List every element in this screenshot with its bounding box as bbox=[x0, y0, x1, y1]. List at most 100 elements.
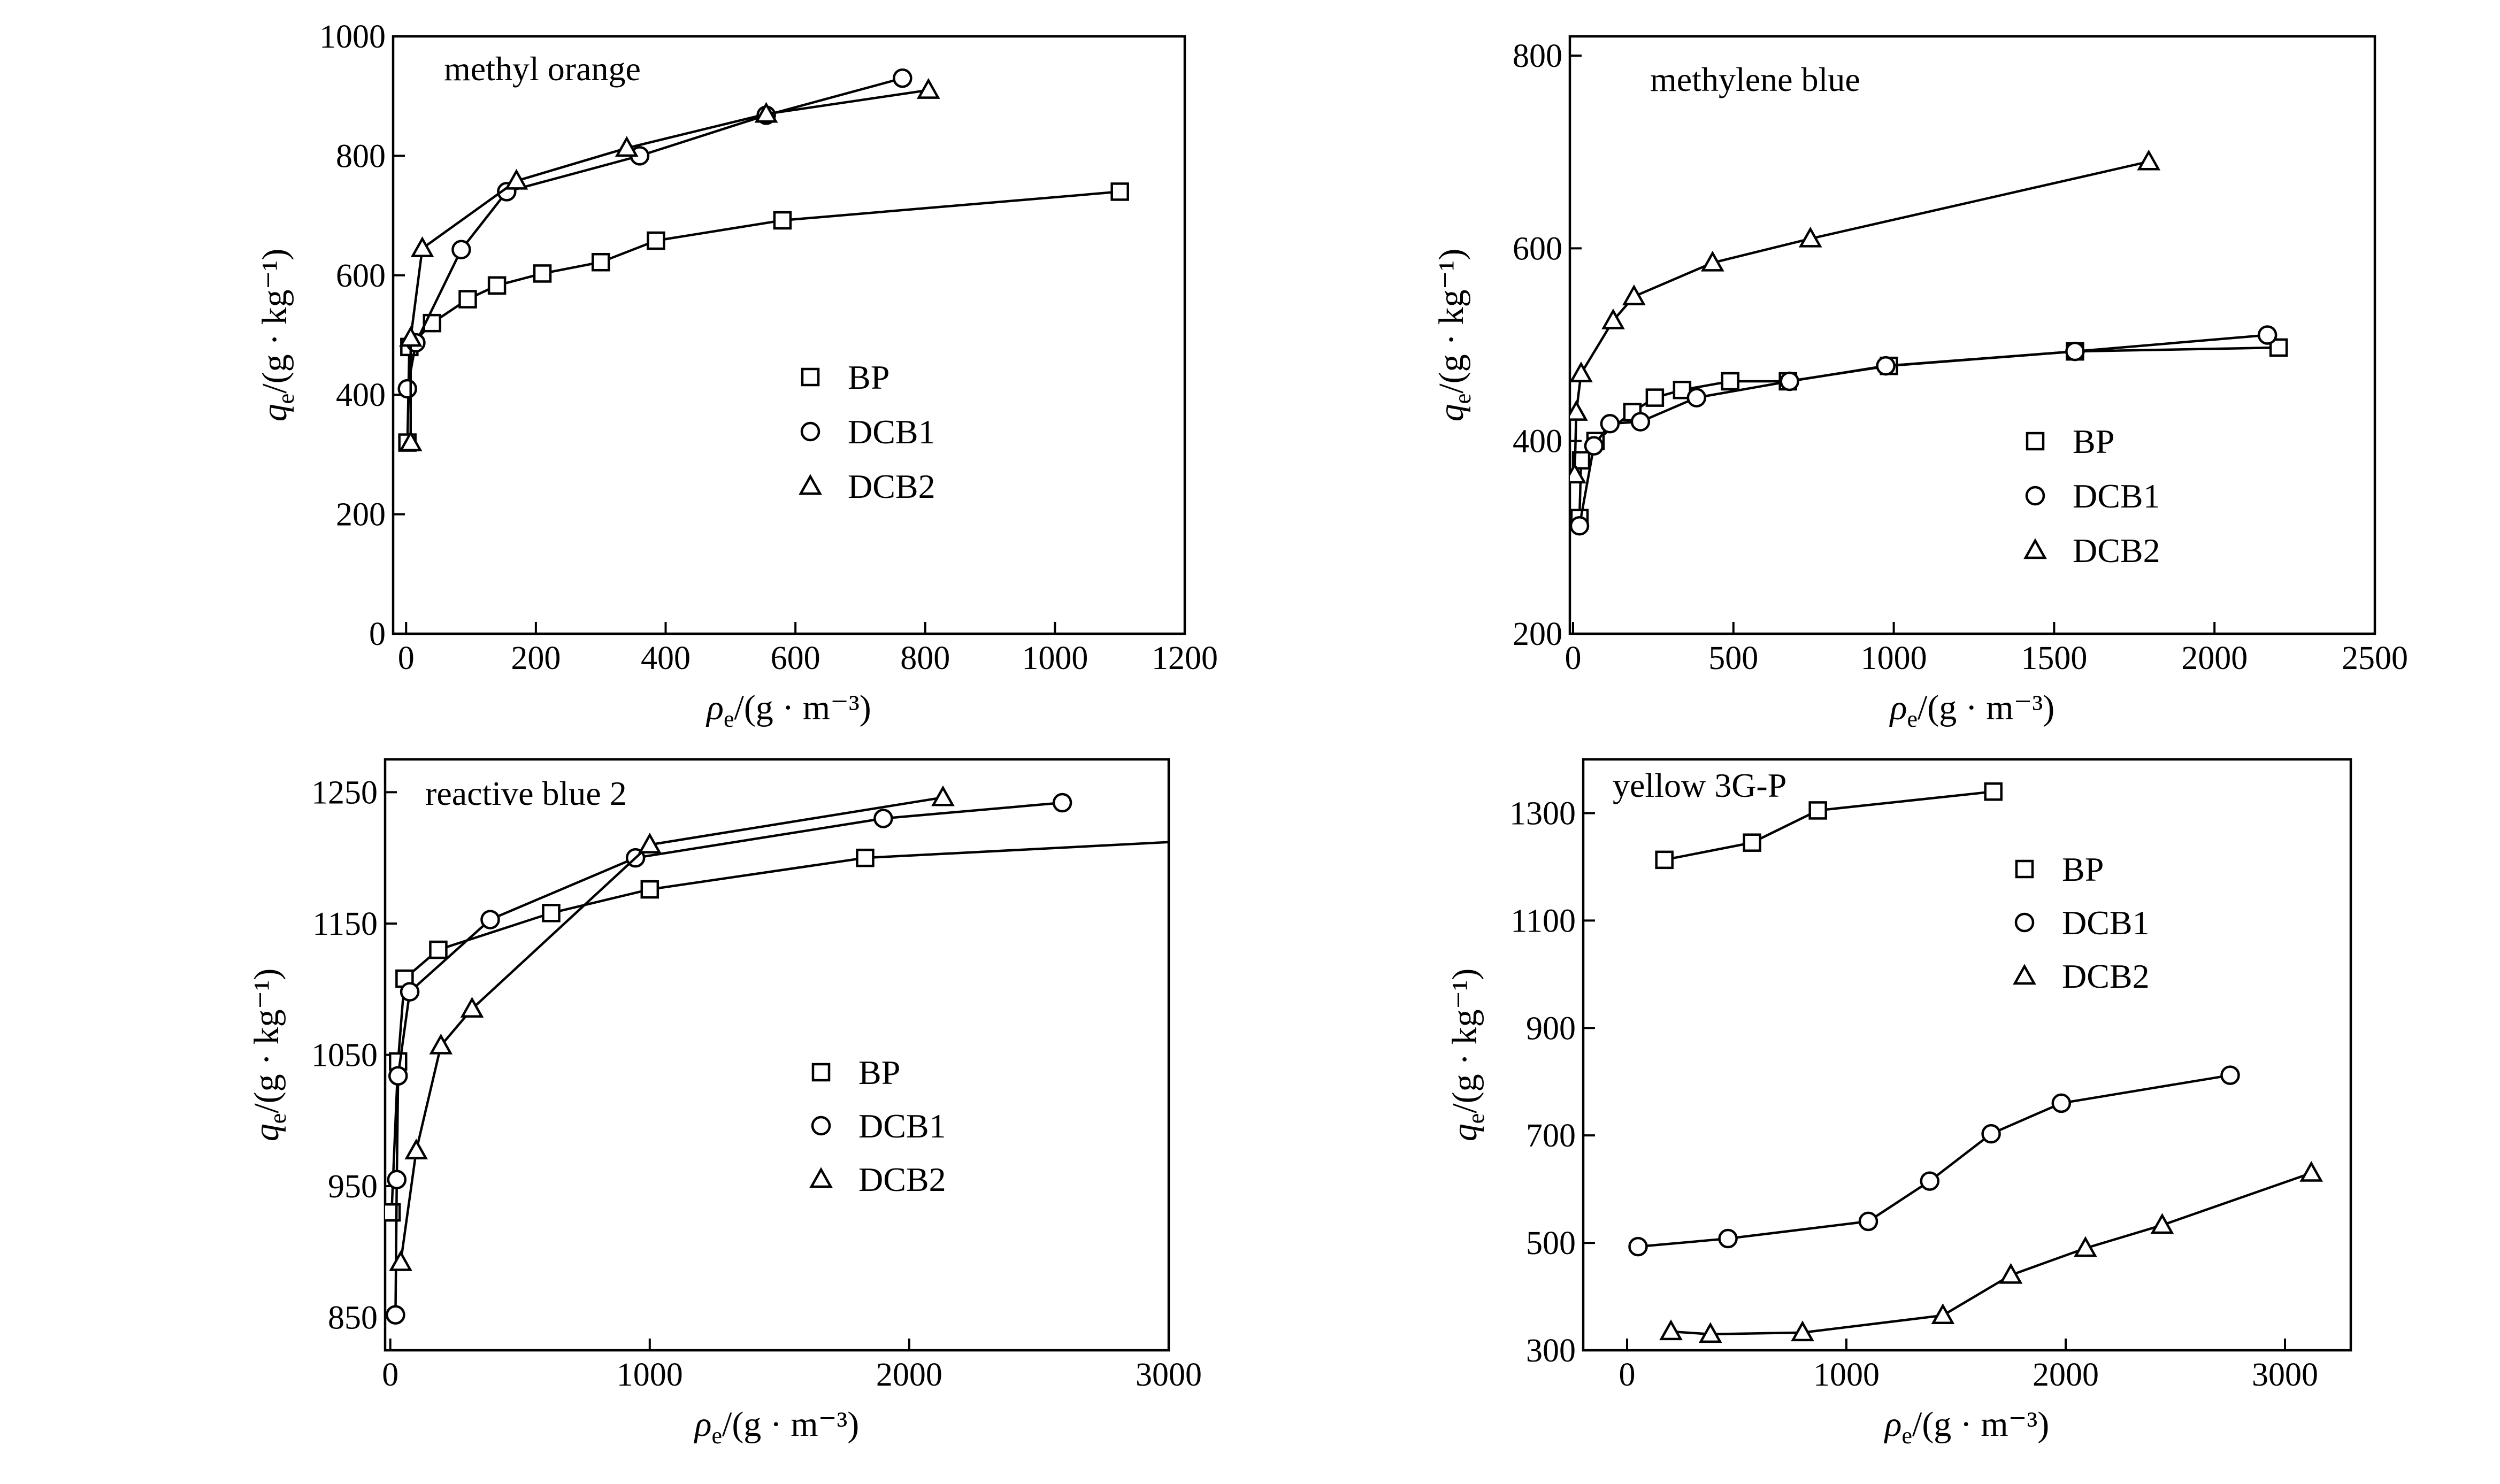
series-line bbox=[1638, 1074, 2230, 1248]
data-point bbox=[754, 102, 778, 123]
data-point bbox=[1743, 833, 1761, 852]
legend-item-dcb1: DCB1 bbox=[2014, 904, 2150, 942]
data-point bbox=[2257, 325, 2277, 345]
legend-marker bbox=[2013, 964, 2036, 985]
legend-label: DCB2 bbox=[2073, 532, 2160, 570]
plot-frame bbox=[1582, 758, 2352, 1352]
data-point bbox=[458, 290, 477, 309]
series-bp bbox=[1570, 338, 2288, 528]
x-tick-label: 0 bbox=[1619, 1357, 1636, 1393]
plot-frame bbox=[392, 35, 1186, 635]
x-tick-label: 800 bbox=[900, 640, 950, 676]
data-point bbox=[423, 313, 442, 333]
legend-item-bp: BP bbox=[2015, 850, 2104, 888]
y-tick-label: 500 bbox=[1526, 1225, 1576, 1262]
y-axis-label: qe/(g · kg⁻¹) bbox=[255, 249, 299, 421]
data-point bbox=[773, 211, 792, 230]
series-bp bbox=[1655, 782, 2003, 870]
data-point bbox=[647, 231, 665, 250]
y-axis-label: qe/(g · kg⁻¹) bbox=[247, 968, 291, 1141]
data-point bbox=[1931, 1303, 1955, 1324]
y-axis-label: qe/(g · kg⁻¹) bbox=[1445, 968, 1489, 1141]
series-dcb2 bbox=[1570, 149, 2161, 484]
data-point bbox=[916, 78, 940, 99]
data-point bbox=[460, 996, 484, 1018]
chart-title: reactive blue 2 bbox=[425, 774, 627, 812]
series-line bbox=[1573, 160, 2149, 475]
data-point bbox=[1686, 388, 1707, 407]
legend-label: DCB2 bbox=[848, 467, 935, 505]
legend-label: DCB1 bbox=[2062, 904, 2150, 942]
data-point bbox=[591, 252, 610, 272]
legend-marker bbox=[799, 474, 822, 495]
legend-label: DCB1 bbox=[2073, 477, 2160, 515]
y-tick-label: 700 bbox=[1526, 1118, 1576, 1154]
legend-label: DCB2 bbox=[2062, 957, 2150, 995]
data-point bbox=[1718, 1228, 1738, 1249]
data-point bbox=[387, 1170, 407, 1190]
data-point bbox=[429, 940, 448, 959]
legend-label: DCB2 bbox=[858, 1160, 946, 1198]
data-point bbox=[1622, 284, 1646, 305]
x-tick-label: 500 bbox=[1708, 640, 1758, 676]
legend-item-dcb1: DCB1 bbox=[2025, 477, 2160, 515]
x-axis-label: ρe/(g · m⁻³) bbox=[705, 688, 871, 732]
legend-marker bbox=[2023, 538, 2047, 559]
y-tick-label: 900 bbox=[1526, 1010, 1576, 1047]
series-dcb2 bbox=[389, 785, 955, 1271]
legend-item-dcb1: DCB1 bbox=[800, 413, 935, 451]
y-tick-label: 300 bbox=[1526, 1333, 1576, 1369]
y-tick-label: 1250 bbox=[311, 774, 378, 811]
series-line bbox=[394, 801, 1063, 1315]
legend-marker bbox=[2026, 432, 2045, 451]
data-point bbox=[397, 379, 417, 399]
data-point bbox=[638, 833, 662, 854]
data-point bbox=[1110, 182, 1129, 201]
data-point bbox=[1601, 308, 1625, 329]
data-point bbox=[1570, 516, 1590, 536]
legend-marker bbox=[2025, 486, 2045, 506]
x-axis-label: ρe/(g · m⁻³) bbox=[1889, 688, 2054, 732]
series-bp bbox=[398, 182, 1129, 452]
x-tick-label: 1000 bbox=[1813, 1357, 1880, 1393]
legend-marker bbox=[2014, 912, 2035, 933]
data-point bbox=[893, 68, 912, 88]
data-point bbox=[856, 848, 875, 867]
data-point bbox=[1570, 400, 1588, 421]
data-point bbox=[400, 982, 420, 1002]
y-tick-label: 800 bbox=[336, 138, 386, 174]
plot-frame bbox=[1568, 35, 2376, 635]
series-line bbox=[1670, 1172, 2312, 1336]
legend-label: BP bbox=[848, 358, 889, 396]
data-point bbox=[1600, 413, 1620, 434]
data-point bbox=[429, 1033, 453, 1055]
legend-marker bbox=[811, 1063, 831, 1082]
data-point bbox=[542, 904, 561, 922]
legend-marker bbox=[809, 1167, 833, 1188]
x-tick-label: 0 bbox=[398, 640, 415, 676]
chart-title: methylene blue bbox=[1650, 60, 1860, 98]
data-point bbox=[2150, 1213, 2174, 1234]
legend-marker bbox=[800, 421, 820, 442]
data-point bbox=[1981, 1124, 2001, 1144]
series-line bbox=[390, 841, 1169, 1213]
data-point bbox=[1984, 782, 2003, 801]
data-point bbox=[1698, 1322, 1722, 1343]
legend-item-bp: BP bbox=[811, 1054, 900, 1091]
data-point bbox=[1630, 412, 1651, 432]
legend-label: DCB1 bbox=[848, 413, 935, 451]
y-tick-label: 800 bbox=[1513, 38, 1562, 74]
chart-methylene-blue: 0 500 1000 1500 2000 2500 200 400 600 800 ρe/(g · … bbox=[1432, 35, 2408, 732]
y-tick-label: 600 bbox=[336, 258, 386, 294]
series-line bbox=[1578, 346, 2279, 518]
legend-label: DCB1 bbox=[858, 1107, 946, 1145]
data-point bbox=[404, 1139, 428, 1160]
data-point bbox=[1570, 463, 1586, 484]
data-point bbox=[2065, 341, 2085, 362]
x-tick-label: 1000 bbox=[1861, 640, 1927, 676]
data-point bbox=[2074, 1236, 2097, 1257]
series-bp bbox=[385, 841, 1169, 1222]
legend-label: BP bbox=[2062, 850, 2104, 888]
data-point bbox=[1808, 801, 1827, 820]
legend-label: BP bbox=[2073, 422, 2114, 460]
